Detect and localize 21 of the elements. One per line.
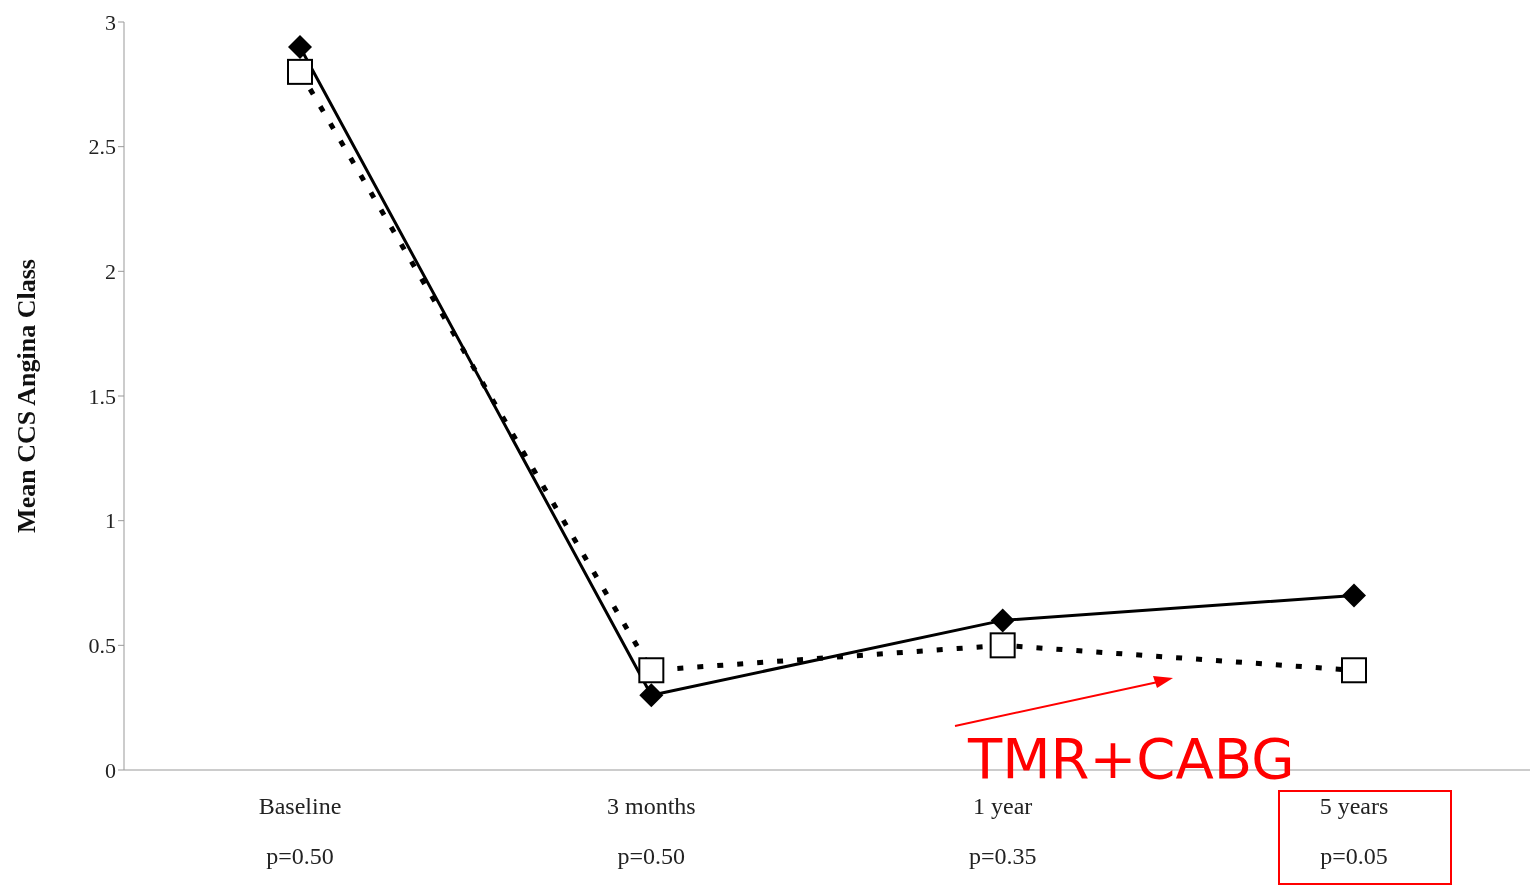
point <box>990 608 1015 633</box>
y-tick-label: 1 <box>105 508 116 534</box>
x-tick-label: 5 years p=0.05 <box>1319 793 1389 869</box>
y-tick-label: 0.5 <box>88 633 116 659</box>
point <box>287 58 313 85</box>
y-axis-title: Mean CCS Angina Class <box>12 259 42 533</box>
y-tick-label: 0 <box>105 757 116 783</box>
point <box>638 657 665 684</box>
point <box>639 683 664 708</box>
x-tick-label: 3 months p=0.50 <box>606 793 696 869</box>
y-tick-label: 1.5 <box>88 383 116 409</box>
x-tick-label: 1 year p=0.35 <box>968 793 1037 869</box>
point <box>1341 657 1367 684</box>
annotation: TMR+CABG <box>968 726 1295 791</box>
x-tick-label: Baseline p=0.50 <box>258 793 342 869</box>
point <box>989 632 1016 659</box>
point <box>288 34 312 59</box>
y-tick-label: 3 <box>105 9 116 35</box>
point <box>1342 583 1366 608</box>
y-tick-label: 2.5 <box>88 134 116 160</box>
y-tick-label: 2 <box>105 259 116 285</box>
